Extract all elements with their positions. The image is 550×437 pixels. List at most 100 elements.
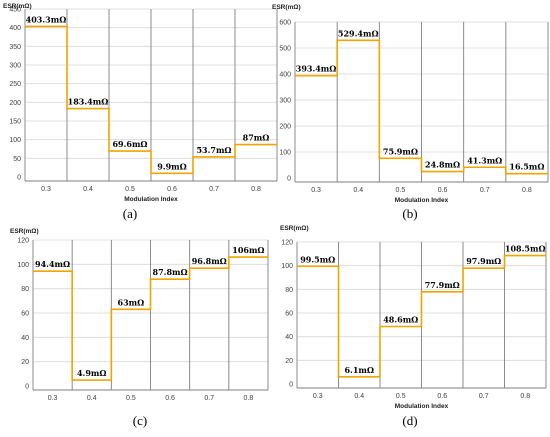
chart-a-caption: (a) xyxy=(123,206,137,221)
chart-c-ytick-label: 20 xyxy=(21,359,29,366)
chart-b-data-label: 24.8mΩ xyxy=(425,160,460,170)
chart-c-step-line xyxy=(33,256,268,381)
chart-a-ytick-label: 400 xyxy=(9,25,21,32)
chart-c-y-axis-title: ESR(mΩ) xyxy=(10,228,39,235)
chart-a-ytick-label: 0 xyxy=(17,175,21,182)
chart-d-data-label: 77.9mΩ xyxy=(425,280,460,290)
chart-b-data-label: 16.5mΩ xyxy=(509,162,544,172)
chart-d-x-axis-title: Modulation Index xyxy=(395,403,449,410)
chart-b-data-label: 41.3mΩ xyxy=(467,155,502,165)
chart-d-xtick-label: 0.3 xyxy=(313,393,323,400)
chart-c-xtick-label: 0.8 xyxy=(244,395,254,402)
chart-b-xtick-label: 0.4 xyxy=(353,187,363,194)
chart-a-xtick-label: 0.4 xyxy=(83,186,93,193)
chart-d-ytick-label: 0 xyxy=(289,382,293,389)
chart-d-ytick-label: 80 xyxy=(285,287,293,294)
chart-c-xtick-label: 0.6 xyxy=(165,395,175,402)
chart-c-ytick-label: 100 xyxy=(17,262,29,269)
chart-b-xtick-label: 0.7 xyxy=(480,187,490,194)
chart-c-xtick-label: 0.4 xyxy=(87,395,97,402)
chart-a-ytick-label: 300 xyxy=(9,63,21,70)
chart-c-xtick-label: 0.3 xyxy=(48,395,58,402)
chart-c-ytick-label: 40 xyxy=(21,335,29,342)
chart-c-xtick-label: 0.7 xyxy=(204,395,214,402)
chart-c-data-label: 4.9mΩ xyxy=(77,368,107,378)
chart-c-data-label: 106mΩ xyxy=(232,245,264,255)
chart-a-ytick-label: 250 xyxy=(9,81,21,88)
chart-c-data-label: 63mΩ xyxy=(118,297,145,307)
chart-d-xtick-label: 0.6 xyxy=(437,393,447,400)
chart-b-step-line xyxy=(295,39,548,175)
chart-c-caption: (c) xyxy=(133,413,147,428)
chart-a-ytick-label: 150 xyxy=(9,119,21,126)
chart-b-ytick-label: 600 xyxy=(279,20,291,27)
chart-b-xtick-label: 0.5 xyxy=(396,187,406,194)
chart-d-xtick-label: 0.5 xyxy=(396,393,406,400)
chart-a-ytick-label: 450 xyxy=(9,7,21,14)
chart-b-caption: (b) xyxy=(402,206,417,221)
chart-a-ytick-label: 100 xyxy=(9,137,21,144)
chart-b-ytick-label: 0 xyxy=(287,176,291,183)
chart-d-data-label: 108.5mΩ xyxy=(505,244,546,254)
chart-a-data-label: 53.7mΩ xyxy=(196,145,231,155)
chart-c-ytick-label: 120 xyxy=(17,238,29,245)
chart-b-ytick-label: 200 xyxy=(279,124,291,131)
chart-a-data-label: 183.4mΩ xyxy=(68,97,109,107)
chart-d-data-label: 97.9mΩ xyxy=(466,256,501,266)
chart-a-xtick-label: 0.7 xyxy=(209,186,219,193)
chart-a-x-axis-title: Modulation Index xyxy=(124,196,178,203)
chart-d-y-axis-title: ESR(mΩ) xyxy=(280,225,309,232)
chart-b-y-axis-title: ESR(mΩ) xyxy=(272,4,301,11)
chart-c-data-label: 96.8mΩ xyxy=(192,256,227,266)
chart-c-xtick-label: 0.5 xyxy=(126,395,136,402)
chart-a-ytick-label: 200 xyxy=(9,100,21,107)
chart-d-ytick-label: 60 xyxy=(285,311,293,318)
chart-c-ytick-label: 0 xyxy=(25,384,29,391)
chart-a-xtick-label: 0.6 xyxy=(167,186,177,193)
chart-b-ytick-label: 100 xyxy=(279,150,291,157)
chart-d-data-label: 6.1mΩ xyxy=(344,365,374,375)
chart-d-ytick-label: 40 xyxy=(285,334,293,341)
chart-c-ytick-label: 80 xyxy=(21,286,29,293)
chart-b-ytick-label: 300 xyxy=(279,98,291,105)
chart-b-data-label: 75.9mΩ xyxy=(383,146,418,156)
chart-a-xtick-label: 0.3 xyxy=(41,186,51,193)
chart-a-xtick-label: 0.5 xyxy=(125,186,135,193)
chart-d-step-line xyxy=(297,254,546,378)
chart-c-ytick-label: 60 xyxy=(21,311,29,318)
chart-b-ytick-label: 400 xyxy=(279,72,291,79)
chart-b-data-label: 529.4mΩ xyxy=(338,28,379,38)
chart-b-xtick-label: 0.6 xyxy=(438,187,448,194)
chart-c: 0 20 40 60 80 100 120 0.3 0.4 0.5 0.6 0.7 0.8 94.4mΩ 4… xyxy=(10,228,269,428)
chart-b-ytick-label: 500 xyxy=(279,46,291,53)
chart-c-data-label: 87.8mΩ xyxy=(153,267,188,277)
chart-a-data-label: 69.6mΩ xyxy=(112,139,147,149)
chart-a-step-line xyxy=(25,25,277,175)
chart-d-ytick-label: 120 xyxy=(281,240,293,247)
chart-d-ytick-label: 20 xyxy=(285,358,293,365)
chart-a-y-axis-title: ESR(mΩ) xyxy=(3,3,32,10)
chart-d-xtick-label: 0.4 xyxy=(354,393,364,400)
chart-a-data-label: 9.9mΩ xyxy=(157,161,187,171)
chart-d-xtick-label: 0.7 xyxy=(479,393,489,400)
chart-a-ytick-label: 350 xyxy=(9,44,21,51)
chart-b-x-axis-title: Modulation Index xyxy=(395,197,449,204)
chart-a-data-label: 87mΩ xyxy=(243,133,270,143)
chart-b-xtick-label: 0.3 xyxy=(311,187,321,194)
chart-d-data-label: 48.6mΩ xyxy=(383,314,418,324)
chart-b-xtick-label: 0.8 xyxy=(522,187,532,194)
chart-d-ytick-label: 100 xyxy=(281,263,293,270)
chart-b: 0 100 200 300 400 500 600 0.3 0.4 0.5 0.6 0.7 0.8 393… xyxy=(272,4,549,221)
chart-a-xtick-label: 0.8 xyxy=(251,186,261,193)
chart-d-xtick-label: 0.8 xyxy=(520,393,530,400)
chart-d-caption: (d) xyxy=(402,413,417,428)
chart-d-data-label: 99.5mΩ xyxy=(300,254,335,264)
chart-d: 0 20 40 60 80 100 120 0.3 0.4 0.5 0.6 0.7 0.8 99.5mΩ 6… xyxy=(280,225,547,428)
chart-a-data-label: 403.3mΩ xyxy=(26,14,67,24)
chart-c-data-label: 94.4mΩ xyxy=(35,259,70,269)
chart-a: 0 50 100 150 200 250 300 350 400 450 0.3 0.4 0.5 0.6 0… xyxy=(3,3,278,221)
chart-b-data-label: 393.4mΩ xyxy=(296,64,337,74)
chart-a-ytick-label: 50 xyxy=(13,156,21,163)
